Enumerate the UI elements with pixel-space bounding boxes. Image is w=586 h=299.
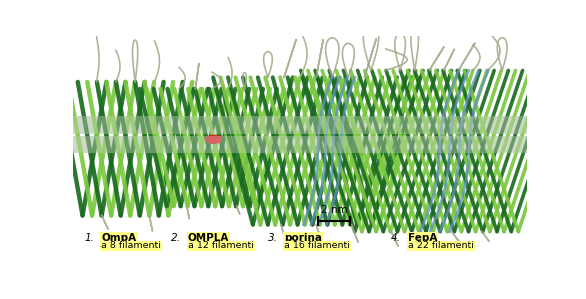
Text: 2 nm: 2 nm xyxy=(321,205,347,216)
Text: porina: porina xyxy=(284,233,322,242)
Text: 3.: 3. xyxy=(268,233,278,243)
Bar xyxy=(73,116,527,134)
Bar xyxy=(73,136,527,153)
Text: 1.: 1. xyxy=(84,233,94,243)
Text: FepA: FepA xyxy=(408,233,437,242)
Text: a 22 filamenti: a 22 filamenti xyxy=(408,242,474,251)
Text: a 16 filamenti: a 16 filamenti xyxy=(284,242,350,251)
Bar xyxy=(73,136,527,153)
Text: a 12 filamenti: a 12 filamenti xyxy=(188,242,254,251)
Text: OmpA: OmpA xyxy=(101,233,137,242)
Bar xyxy=(73,116,527,134)
Circle shape xyxy=(206,135,222,143)
Text: OMPLA: OMPLA xyxy=(188,233,229,242)
Text: 4.: 4. xyxy=(391,233,401,243)
Text: a 8 filamenti: a 8 filamenti xyxy=(101,242,161,251)
Text: 2.: 2. xyxy=(171,233,180,243)
